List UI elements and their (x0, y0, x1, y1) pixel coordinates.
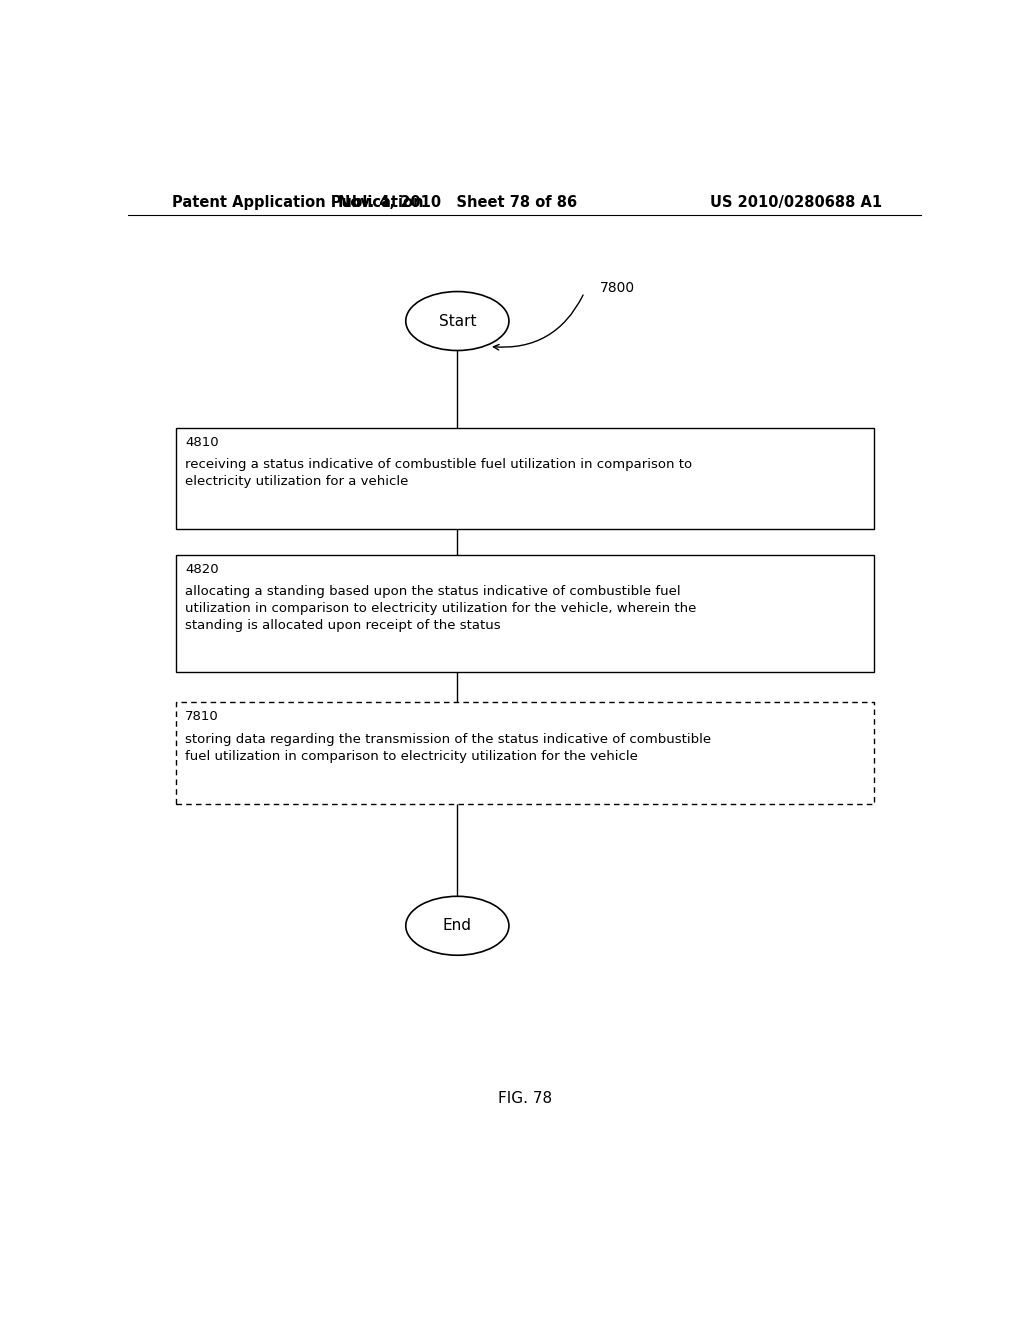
FancyBboxPatch shape (176, 554, 873, 672)
Text: 4810: 4810 (185, 436, 219, 449)
Ellipse shape (406, 896, 509, 956)
Text: receiving a status indicative of combustible fuel utilization in comparison to
e: receiving a status indicative of combust… (185, 458, 692, 488)
Text: Nov. 4, 2010   Sheet 78 of 86: Nov. 4, 2010 Sheet 78 of 86 (338, 194, 577, 210)
FancyBboxPatch shape (176, 428, 873, 529)
Text: allocating a standing based upon the status indicative of combustible fuel
utili: allocating a standing based upon the sta… (185, 585, 696, 632)
Text: 4820: 4820 (185, 562, 219, 576)
Text: End: End (442, 919, 472, 933)
Text: storing data regarding the transmission of the status indicative of combustible
: storing data regarding the transmission … (185, 733, 712, 763)
Text: FIG. 78: FIG. 78 (498, 1092, 552, 1106)
Text: 7800: 7800 (600, 281, 635, 296)
FancyBboxPatch shape (176, 702, 873, 804)
Text: 7810: 7810 (185, 710, 219, 723)
Text: US 2010/0280688 A1: US 2010/0280688 A1 (710, 194, 882, 210)
Ellipse shape (406, 292, 509, 351)
Text: Start: Start (438, 314, 476, 329)
Text: Patent Application Publication: Patent Application Publication (172, 194, 423, 210)
